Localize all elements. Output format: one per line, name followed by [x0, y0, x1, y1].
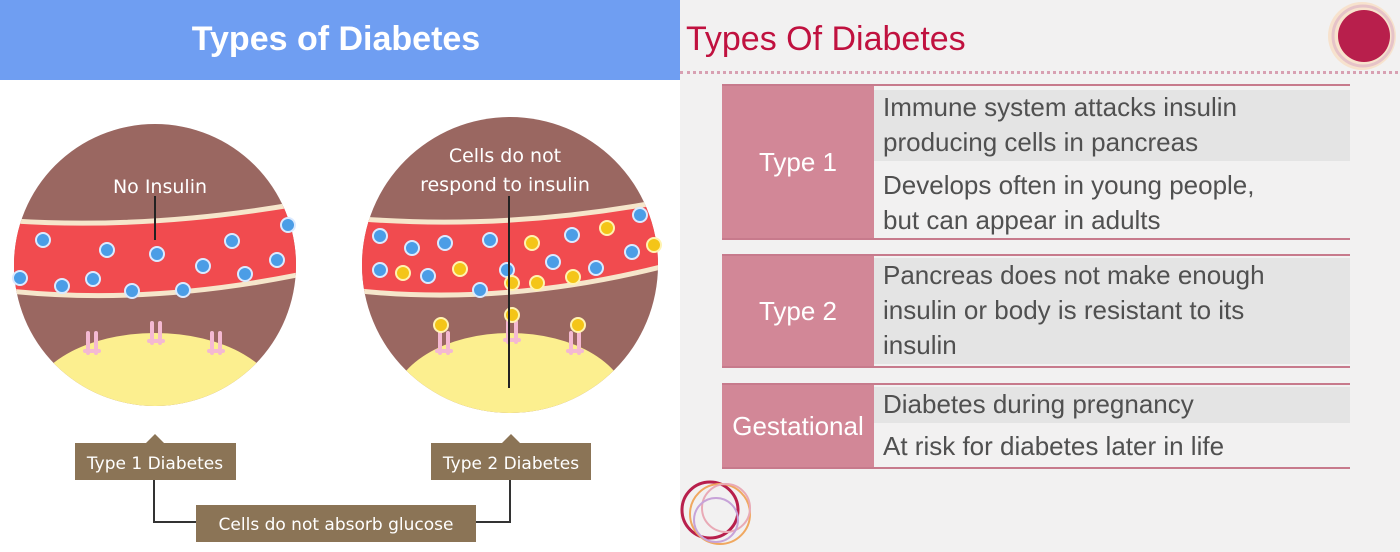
description-line: Diabetes during pregnancy	[883, 389, 1194, 419]
type1-circle: No Insulin	[12, 124, 296, 406]
description-line: insulin or body is resistant to its	[883, 295, 1245, 325]
description-item: Immune system attacks insulin producing …	[874, 90, 1350, 161]
cell-body	[30, 333, 280, 406]
description-line: Immune system attacks insulin	[883, 92, 1238, 122]
row-type-label: Gestational	[722, 385, 874, 467]
row-type-label: Type 1	[722, 86, 874, 238]
type2-label-box	[431, 443, 591, 480]
left-panel: Types of Diabetes	[0, 0, 680, 552]
type1-label: Type 1 Diabetes	[75, 443, 236, 480]
description-item: At risk for diabetes later in life	[874, 429, 1350, 465]
cell-body	[392, 333, 628, 413]
diabetes-diagram: No Insulin	[12, 117, 662, 542]
decorative-circles-bottom-icon	[680, 480, 751, 545]
bottom-label-box	[196, 505, 476, 542]
left-title: Types of Diabetes	[191, 20, 481, 58]
bottom-label-text: Cells do not absorb glucose	[219, 515, 454, 535]
description-item: Develops often in young people, but can …	[874, 168, 1350, 238]
type1-label-text: Type 1 Diabetes	[86, 454, 223, 474]
row-descriptions: Diabetes during pregnancy At risk for di…	[874, 385, 1350, 467]
description-line: insulin	[883, 330, 957, 360]
row-border-top	[722, 254, 1350, 256]
insulin-molecules	[12, 217, 296, 299]
insulin-molecules	[372, 207, 648, 298]
row-border-bottom	[722, 366, 1350, 368]
row-border-bottom	[722, 467, 1350, 469]
table-row-type1: Type 1 Immune system attacks insulin pro…	[722, 84, 1350, 240]
type1-label-box	[75, 443, 236, 480]
row-descriptions: Pancreas does not make enough insulin or…	[874, 256, 1350, 366]
row-border-bottom	[722, 238, 1350, 240]
row-type-label: Type 2	[722, 256, 874, 366]
description-line: Pancreas does not make enough	[883, 260, 1265, 290]
type1-callout: No Insulin	[113, 176, 207, 198]
connectors	[146, 434, 520, 523]
description-line: Develops often in young people,	[883, 170, 1255, 200]
bottom-label: Cells do not absorb glucose	[196, 505, 476, 542]
row-descriptions: Immune system attacks insulin producing …	[874, 86, 1350, 238]
type2-callout-line2: respond to insulin	[420, 174, 590, 196]
description-item: Diabetes during pregnancy	[874, 387, 1350, 423]
table-row-gestational: Gestational Diabetes during pregnancy At…	[722, 383, 1350, 469]
type2-label: Type 2 Diabetes	[431, 443, 591, 480]
left-header-bar	[0, 0, 680, 80]
type2-circle: Cells do not respond to insulin	[362, 117, 662, 413]
row-border-top	[722, 84, 1350, 86]
description-item: Pancreas does not make enough insulin or…	[874, 258, 1350, 364]
title-divider	[680, 71, 1398, 74]
description-line: but can appear in adults	[883, 205, 1161, 235]
description-line: producing cells in pancreas	[883, 127, 1199, 157]
table-row-type2: Type 2 Pancreas does not make enough ins…	[722, 254, 1350, 368]
row-border-top	[722, 383, 1350, 385]
glucose-molecules	[395, 220, 662, 291]
type2-label-text: Type 2 Diabetes	[442, 454, 579, 474]
description-line: At risk for diabetes later in life	[883, 431, 1225, 461]
type2-callout-line1: Cells do not	[449, 145, 561, 167]
right-title: Types Of Diabetes	[686, 20, 966, 58]
right-panel: Types Of Diabetes Type 1 Immune system a…	[680, 0, 1400, 552]
receptors	[83, 321, 225, 355]
decorative-circles-top-icon	[1328, 2, 1396, 70]
